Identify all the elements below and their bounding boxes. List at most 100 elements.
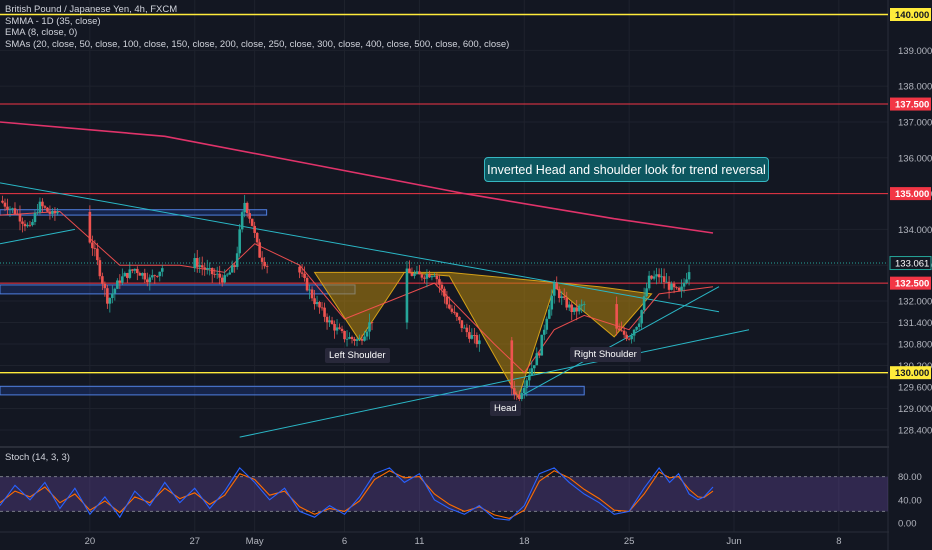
candle <box>622 330 626 335</box>
candle <box>353 338 356 341</box>
candle <box>213 274 217 275</box>
zone-box <box>0 284 356 295</box>
price-tick-label: 132.000 <box>898 297 932 308</box>
price-axis[interactable]: 128.400129.000129.600130.200130.800131.4… <box>889 0 932 550</box>
candle <box>635 326 638 330</box>
candle <box>298 266 301 273</box>
candle <box>665 281 668 283</box>
candle <box>645 288 648 297</box>
candle <box>545 318 549 330</box>
candle <box>428 273 431 278</box>
candle <box>108 297 112 304</box>
candle <box>672 283 676 288</box>
candle <box>522 387 526 394</box>
level-price-label: 137.500 <box>895 100 929 111</box>
candle <box>470 335 474 339</box>
candle <box>23 223 27 227</box>
candle <box>158 271 162 277</box>
candle <box>562 296 566 298</box>
candle <box>453 311 456 313</box>
candle <box>1 200 4 203</box>
legend-smas: SMAs (20, close, 50, close, 100, close, … <box>5 38 510 50</box>
candle <box>345 338 349 340</box>
horizontal-levels[interactable] <box>0 13 888 374</box>
right-shoulder-label[interactable]: Right Shoulder <box>570 347 641 362</box>
candle <box>138 273 142 276</box>
trendline <box>239 329 750 438</box>
candle <box>662 276 666 283</box>
candle <box>560 296 564 298</box>
candle <box>131 269 134 271</box>
candle <box>338 327 341 329</box>
candle <box>567 304 571 308</box>
candle <box>413 273 416 276</box>
candle <box>198 265 202 267</box>
candle <box>440 284 444 289</box>
candle <box>572 307 576 312</box>
left-shoulder-label[interactable]: Left Shoulder <box>325 348 390 363</box>
candle <box>363 336 366 341</box>
candle <box>580 304 584 306</box>
candle <box>463 327 466 329</box>
candle <box>405 268 409 323</box>
zone-box <box>0 209 268 216</box>
candle <box>423 277 426 279</box>
price-axis-bg <box>889 0 932 550</box>
price-tick-label: 129.600 <box>898 383 932 394</box>
candle <box>627 338 631 340</box>
candle <box>433 275 436 277</box>
candle <box>335 327 339 331</box>
candle <box>150 275 154 278</box>
candle <box>360 339 364 341</box>
candle <box>253 225 256 233</box>
candle <box>8 208 12 210</box>
candle <box>56 211 59 214</box>
candle <box>450 308 454 312</box>
candle <box>153 275 157 277</box>
time-tick-label: 6 <box>342 536 347 547</box>
candle <box>203 267 207 270</box>
candle <box>547 309 551 319</box>
candle <box>348 337 351 339</box>
candle <box>96 248 99 261</box>
candle <box>205 268 209 270</box>
candle <box>350 337 354 339</box>
candle <box>410 272 414 276</box>
stoch-legend: Stoch (14, 3, 3) <box>5 452 70 463</box>
price-tick-label: 139.000 <box>898 46 932 57</box>
candle <box>625 334 628 339</box>
head-label[interactable]: Head <box>490 401 521 416</box>
candle <box>48 211 52 214</box>
annotation-callout[interactable]: Inverted Head and shoulder look for tren… <box>484 157 769 182</box>
candle <box>33 213 37 223</box>
candle <box>265 266 269 268</box>
candle <box>310 289 314 299</box>
time-tick-label: 11 <box>414 536 424 547</box>
candle <box>148 277 152 283</box>
candle <box>515 394 519 396</box>
candle <box>675 287 678 289</box>
candle <box>647 275 651 289</box>
candle <box>43 206 47 208</box>
candle <box>340 328 344 332</box>
candle <box>248 213 251 219</box>
level-price-tag <box>890 187 931 201</box>
candle <box>98 260 102 277</box>
candle <box>106 288 109 304</box>
candle <box>141 273 144 276</box>
candle <box>11 208 14 210</box>
candle <box>240 212 244 230</box>
candle <box>685 279 688 284</box>
trendlines[interactable] <box>0 182 750 438</box>
legend-ema: EMA (8, close, 0) <box>5 27 78 39</box>
candle <box>333 323 336 331</box>
level-price-label: 140.000 <box>895 10 929 21</box>
candle <box>300 272 304 274</box>
candle <box>46 207 49 212</box>
candle <box>415 271 419 274</box>
time-axis[interactable]: 20 27 May 6 11 18 25 Jun 8 <box>85 536 842 547</box>
candle <box>21 221 24 224</box>
candle <box>577 305 581 312</box>
smma-line <box>0 121 714 234</box>
